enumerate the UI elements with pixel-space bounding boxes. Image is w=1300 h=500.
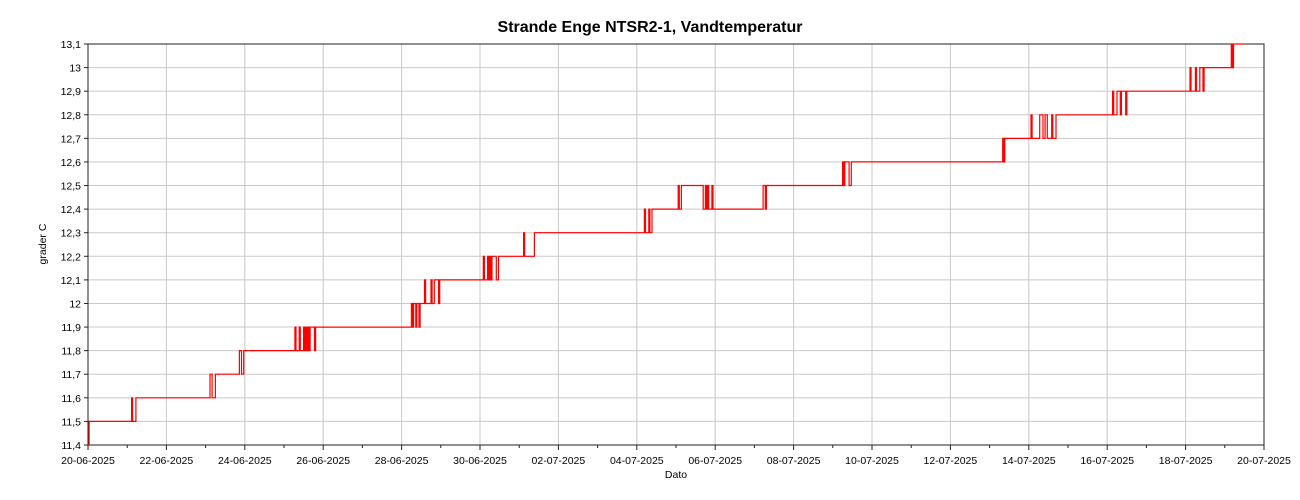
x-tick-label: 16-07-2025	[1080, 455, 1134, 467]
x-tick-label: 18-07-2025	[1159, 455, 1213, 467]
y-tick-label: 12,2	[61, 251, 82, 263]
y-tick-label: 13,1	[61, 39, 82, 51]
y-tick-label: 12,6	[61, 157, 82, 169]
x-tick-label: 04-07-2025	[610, 455, 664, 467]
y-tick-label: 12,8	[61, 110, 82, 122]
y-tick-label: 13	[69, 63, 81, 75]
y-tick-label: 11,7	[61, 369, 81, 381]
y-tick-label: 12,9	[61, 86, 82, 98]
x-tick-label: 22-06-2025	[140, 455, 194, 467]
x-tick-label: 20-07-2025	[1237, 455, 1291, 467]
x-tick-label: 06-07-2025	[688, 455, 742, 467]
series-layer	[88, 43, 1245, 446]
x-tick-label: 08-07-2025	[767, 455, 821, 467]
y-tick-label: 11,9	[61, 322, 81, 334]
y-tick-label: 12,4	[61, 204, 82, 216]
x-tick-label: 02-07-2025	[532, 455, 586, 467]
x-tick-label: 14-07-2025	[1002, 455, 1056, 467]
y-tick-label: 12,3	[61, 228, 82, 240]
x-tick-label: 20-06-2025	[61, 455, 115, 467]
x-axis: 20-06-2025 22-06-2025 24-06-2025 26-06-2025…	[61, 445, 1291, 467]
y-axis: 11,4 11,5 11,6 11,7 11,8 11,9 12 12,1 12,2 12,3 12…	[61, 39, 88, 452]
x-tick-label: 26-06-2025	[296, 455, 350, 467]
x-tick-label: 24-06-2025	[218, 455, 272, 467]
chart-title: Strande Enge NTSR2-1, Vandtemperatur	[497, 19, 803, 36]
y-tick-label: 11,4	[61, 440, 81, 452]
y-tick-label: 12,5	[61, 181, 82, 193]
x-axis-title: Dato	[665, 469, 687, 481]
y-tick-label: 11,6	[61, 393, 81, 405]
x-tick-label: 28-06-2025	[375, 455, 429, 467]
x-tick-label: 30-06-2025	[453, 455, 507, 467]
y-tick-label: 11,8	[61, 346, 81, 358]
grid-layer	[87, 43, 1265, 446]
x-tick-label: 12-07-2025	[924, 455, 978, 467]
plot-area-border	[87, 43, 1265, 446]
y-tick-label: 12,1	[61, 275, 82, 287]
y-tick-label: 11,5	[61, 416, 81, 428]
series-line	[88, 43, 1245, 446]
y-tick-label: 12,7	[61, 133, 82, 145]
y-axis-title: grader C	[37, 223, 49, 264]
x-tick-label: 10-07-2025	[845, 455, 899, 467]
y-tick-label: 12	[69, 298, 81, 310]
